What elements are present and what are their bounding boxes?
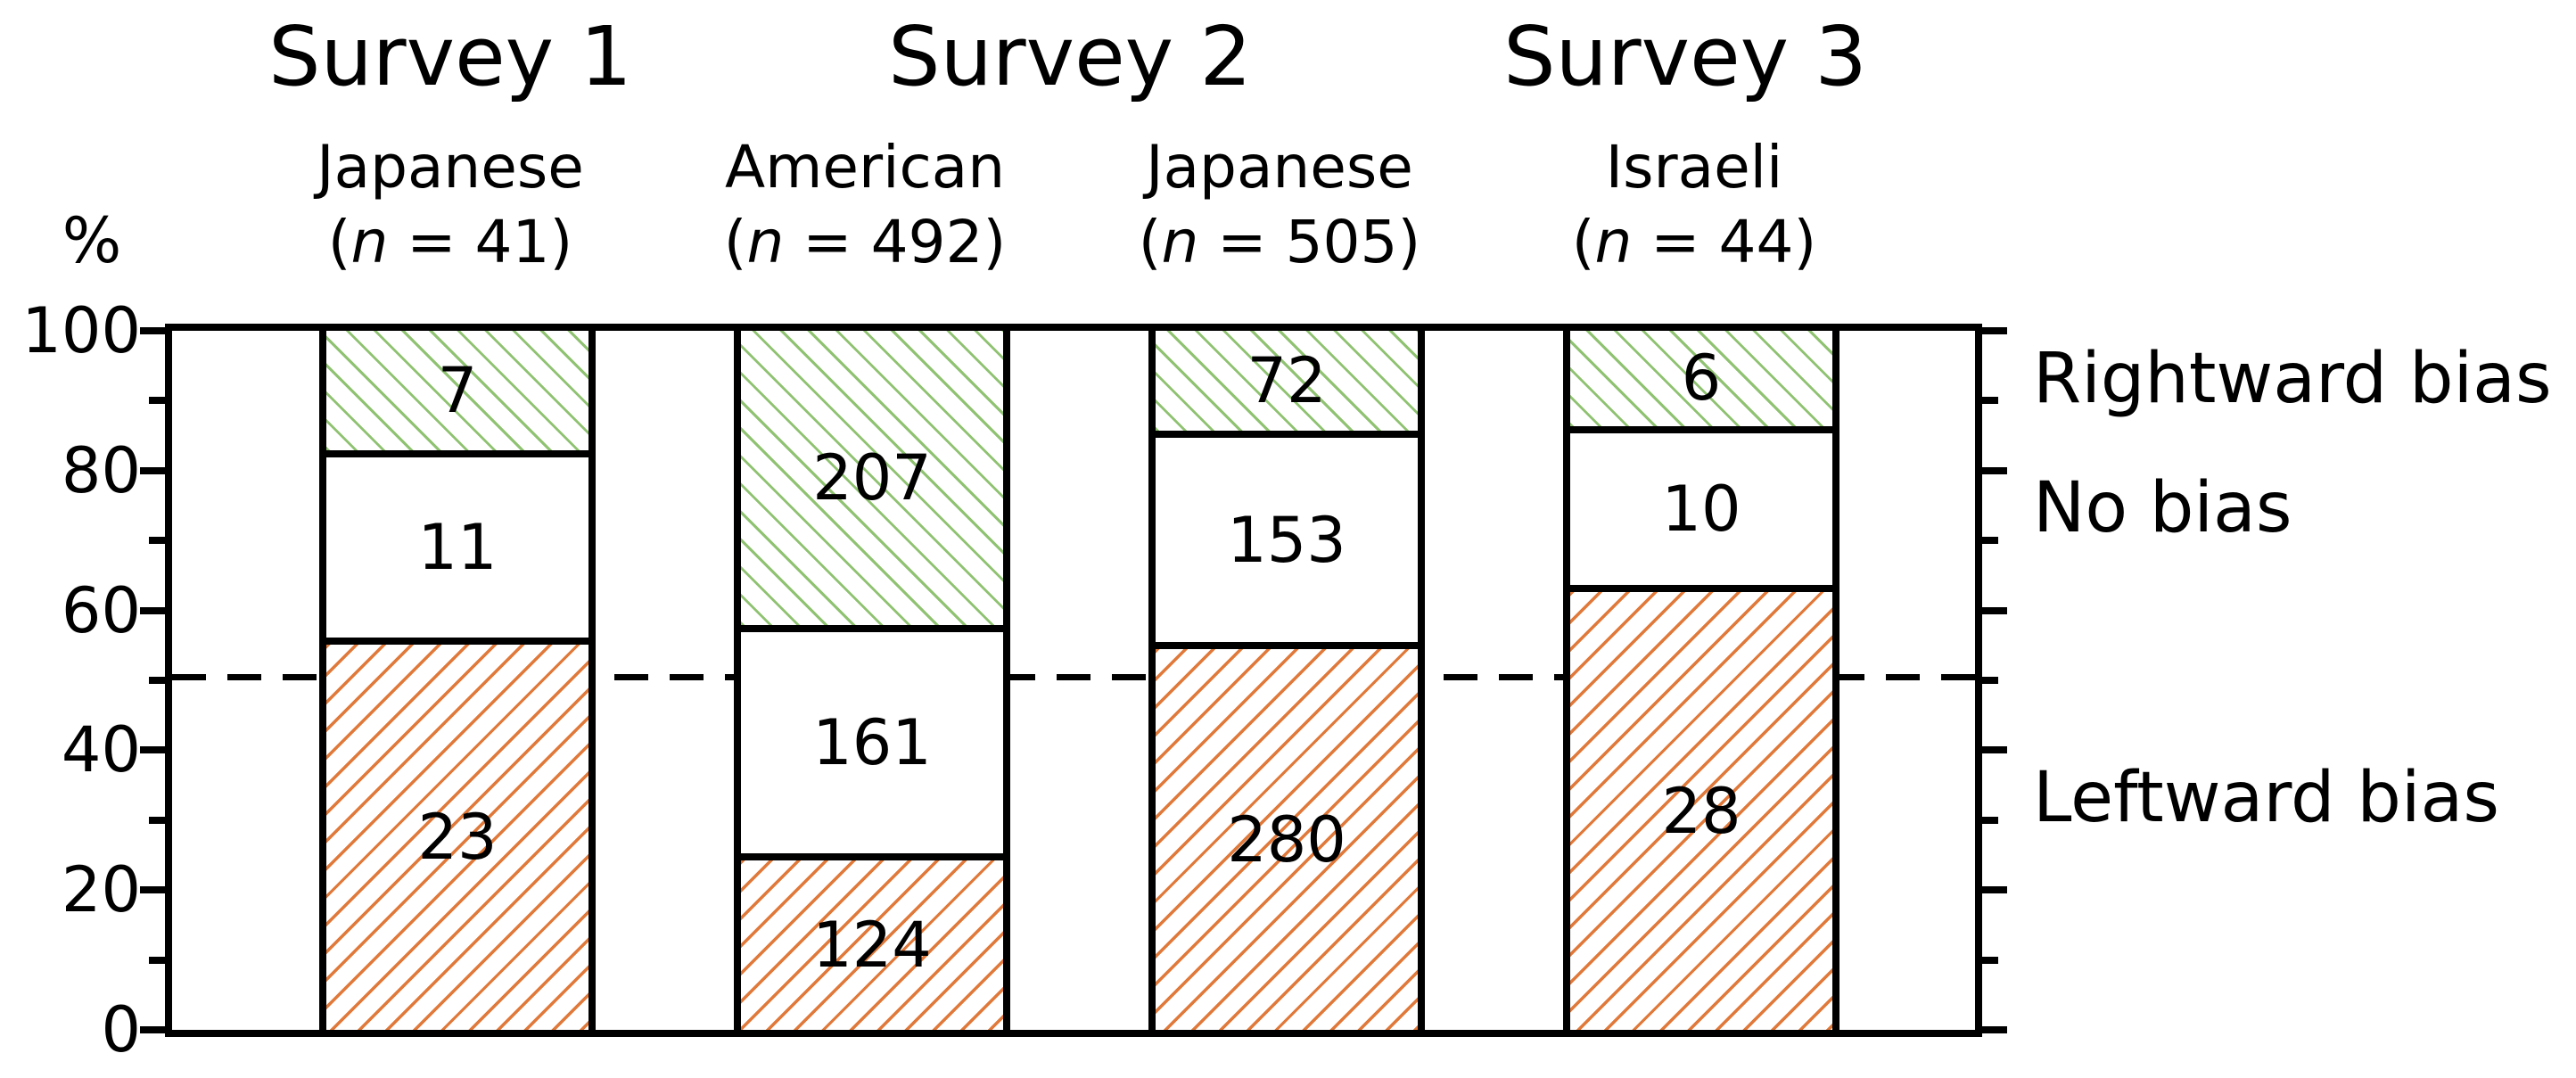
left-axis-minor-tick [149,677,165,684]
nationality-label: Japanese [1146,133,1413,202]
nationality-label: American [724,133,1006,202]
right-axis-major-tick [1982,327,2007,334]
right-axis-minor-tick [1982,816,1998,824]
nationality-label: Israeli [1605,133,1783,202]
y-axis-tick-label: 80 [61,433,141,507]
y-axis-tick-label: 40 [61,713,141,787]
no-bias-label: No bias [2033,468,2292,548]
bar-value-label: 161 [812,706,932,780]
sample-size-label: (n = 505) [1138,208,1421,276]
bar-segment-leftward: 28 [1570,585,1832,1030]
bar-value-label: 28 [1661,774,1741,848]
right-axis-minor-tick [1982,677,1998,684]
bar-segment-no-bias: 153 [1156,430,1418,643]
nationality-label: Japanese [317,133,584,202]
column-header-israeli-44: Israeli (n = 44) [1572,130,1817,280]
left-axis-minor-tick [149,816,165,824]
right-axis-minor-tick [1982,397,1998,405]
column-header-american-492: American (n = 492) [724,130,1007,280]
bar-value-label: 207 [812,440,932,514]
y-axis-tick-label: 0 [101,993,141,1066]
left-axis-minor-tick [149,956,165,964]
bar-value-label: 7 [437,353,478,427]
left-axis-major-tick [140,746,165,754]
left-axis-major-tick [140,606,165,614]
bar-segment-no-bias: 10 [1570,425,1832,585]
left-axis-major-tick [140,886,165,894]
bar-value-label: 124 [812,909,932,983]
bar-segment-leftward: 23 [326,638,588,1030]
bar-segment-leftward: 124 [741,853,1003,1030]
bar-value-label: 280 [1227,802,1346,876]
left-axis-major-tick [140,327,165,334]
right-axis-major-tick [1982,1026,2007,1033]
bar-segment-no-bias: 11 [326,449,588,638]
stacked-bar-japanese-n41: 7 11 23 [319,324,596,1037]
sample-size-label: (n = 44) [1571,208,1817,276]
stacked-bar-american-n492: 207 161 124 [734,324,1010,1037]
y-axis-tick-label: 60 [61,573,141,647]
right-axis-minor-tick [1982,956,1998,964]
right-axis-major-tick [1982,606,2007,614]
bar-value-label: 10 [1661,472,1741,546]
bar-segment-no-bias: 161 [741,624,1003,854]
plot-area: 0 20 40 60 80 100 7 11 23 207 161 124 72 153 280 6 10 28 [21,299,2007,1062]
bar-segment-rightward: 207 [741,331,1003,625]
column-header-japanese-41: Japanese (n = 41) [317,130,584,280]
stacked-bar-israeli-n44: 6 10 28 [1563,324,1839,1037]
bar-value-label: 23 [417,801,498,875]
sample-size-label: (n = 41) [327,208,573,276]
bar-segment-rightward: 72 [1156,331,1418,431]
stacked-bar-japanese-n505: 72 153 280 [1148,324,1425,1037]
leftward-bias-label: Leftward bias [2033,758,2499,838]
right-axis-major-tick [1982,746,2007,754]
bar-value-label: 11 [417,511,498,584]
bar-segment-leftward: 280 [1156,642,1418,1030]
left-axis-major-tick [140,466,165,474]
left-axis-major-tick [140,1026,165,1033]
right-axis-major-tick [1982,466,2007,474]
survey-1-title: Survey 1 [268,9,632,104]
left-axis-minor-tick [149,397,165,405]
y-axis-tick-label: 20 [61,853,141,927]
left-axis-minor-tick [149,537,165,545]
y-axis-unit-label: % [62,204,122,277]
bar-segment-rightward: 7 [326,331,588,450]
bar-value-label: 153 [1227,503,1346,577]
survey-2-title: Survey 2 [888,9,1252,104]
right-axis-major-tick [1982,886,2007,894]
bar-value-label: 72 [1247,343,1327,417]
rightward-bias-label: Rightward bias [2033,339,2552,419]
y-axis-tick-label: 100 [21,294,141,367]
survey-3-title: Survey 3 [1503,9,1867,104]
sample-size-label: (n = 492) [723,208,1007,276]
right-axis-minor-tick [1982,537,1998,545]
column-header-japanese-505: Japanese (n = 505) [1139,130,1421,280]
bar-segment-rightward: 6 [1570,331,1832,426]
fifty-percent-dashed-line [172,674,1975,680]
bar-value-label: 6 [1681,342,1722,416]
